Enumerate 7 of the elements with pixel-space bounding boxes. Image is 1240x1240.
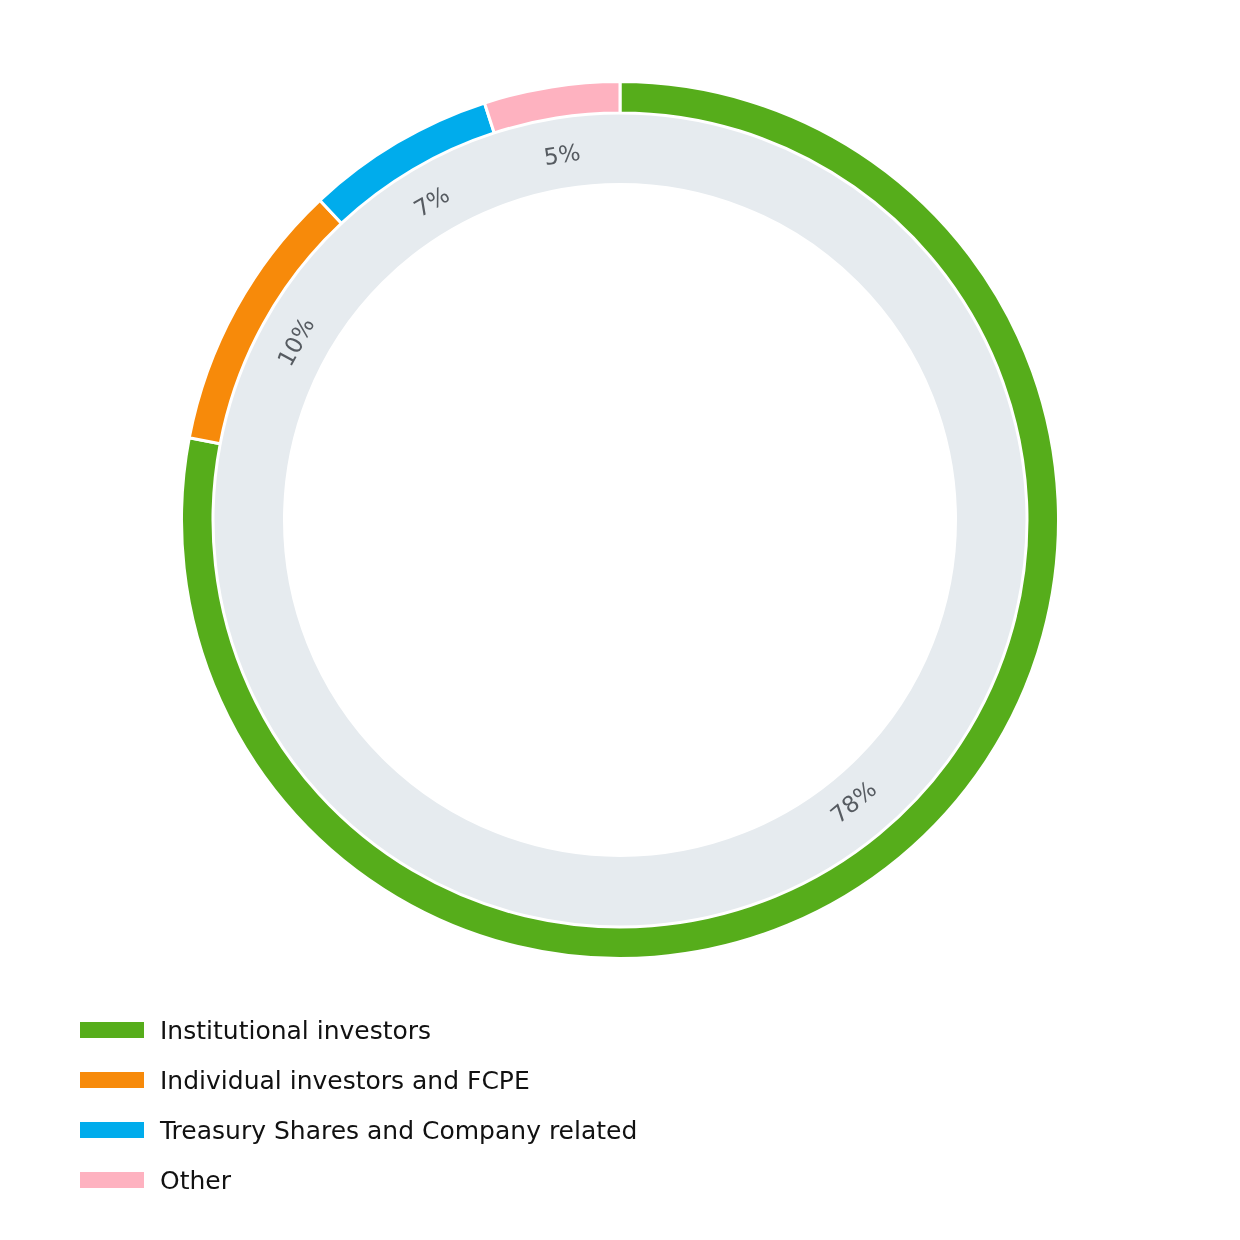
data-label: 5% bbox=[542, 138, 583, 171]
legend-label: Other bbox=[160, 1165, 231, 1195]
legend-label: Institutional investors bbox=[160, 1015, 432, 1045]
legend-label: Treasury Shares and Company related bbox=[160, 1115, 638, 1145]
data-label: 10% bbox=[272, 313, 320, 371]
data-label: 7% bbox=[409, 181, 454, 222]
legend-label: Individual investors and FCPE bbox=[160, 1065, 530, 1095]
